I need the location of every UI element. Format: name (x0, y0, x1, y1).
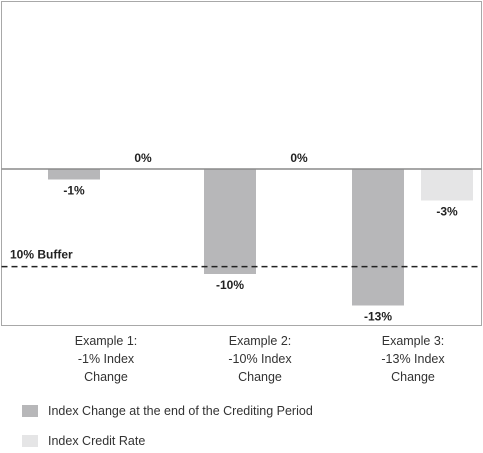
category-line: -10% Index (228, 352, 292, 366)
category-line: Change (391, 370, 435, 384)
category-line: Change (84, 370, 128, 384)
category-line: -13% Index (381, 352, 445, 366)
value-label-index-credit-rate-example-2: 0% (290, 151, 308, 165)
value-label-index-change-example-2: -10% (216, 278, 244, 292)
legend-swatch-index-credit-rate (22, 435, 38, 447)
legend-swatch-index-change (22, 405, 38, 417)
category-label-example-3: Example 3: -13% Index Change (348, 332, 478, 386)
legend-label-index-credit-rate: Index Credit Rate (48, 434, 146, 448)
value-label-index-credit-rate-example-1: 0% (134, 151, 152, 165)
value-label-index-change-example-3: -13% (364, 310, 392, 324)
buffer-label: 10% Buffer (10, 248, 73, 262)
value-labels-layer: -1% -10% -13% 0% 0% -3% (63, 151, 458, 324)
category-line: Example 2: (228, 334, 292, 348)
value-label-index-credit-rate-example-3: -3% (436, 205, 458, 219)
category-line: Example 3: (381, 334, 445, 348)
plot-frame (1, 1, 482, 326)
value-label-index-change-example-1: -1% (63, 184, 85, 198)
bars-layer (48, 169, 473, 306)
chart: 10% Buffer -1% -10% -13% 0% 0% -3% (1, 1, 482, 326)
category-line: -1% Index (77, 352, 135, 366)
bar-index-change-example-1 (48, 169, 100, 180)
category-label-example-1: Example 1: -1% Index Change (41, 332, 171, 386)
bar-index-credit-rate-example-3 (421, 169, 473, 201)
category-line: Change (238, 370, 282, 384)
category-line: Example 1: (74, 334, 138, 348)
category-label-example-2: Example 2: -10% Index Change (195, 332, 325, 386)
legend-item-index-credit-rate: Index Credit Rate (22, 434, 145, 448)
legend-label-index-change: Index Change at the end of the Crediting… (48, 404, 313, 418)
legend-item-index-change: Index Change at the end of the Crediting… (22, 404, 313, 418)
bar-index-change-example-3 (352, 169, 404, 306)
bar-index-change-example-2 (204, 169, 256, 274)
